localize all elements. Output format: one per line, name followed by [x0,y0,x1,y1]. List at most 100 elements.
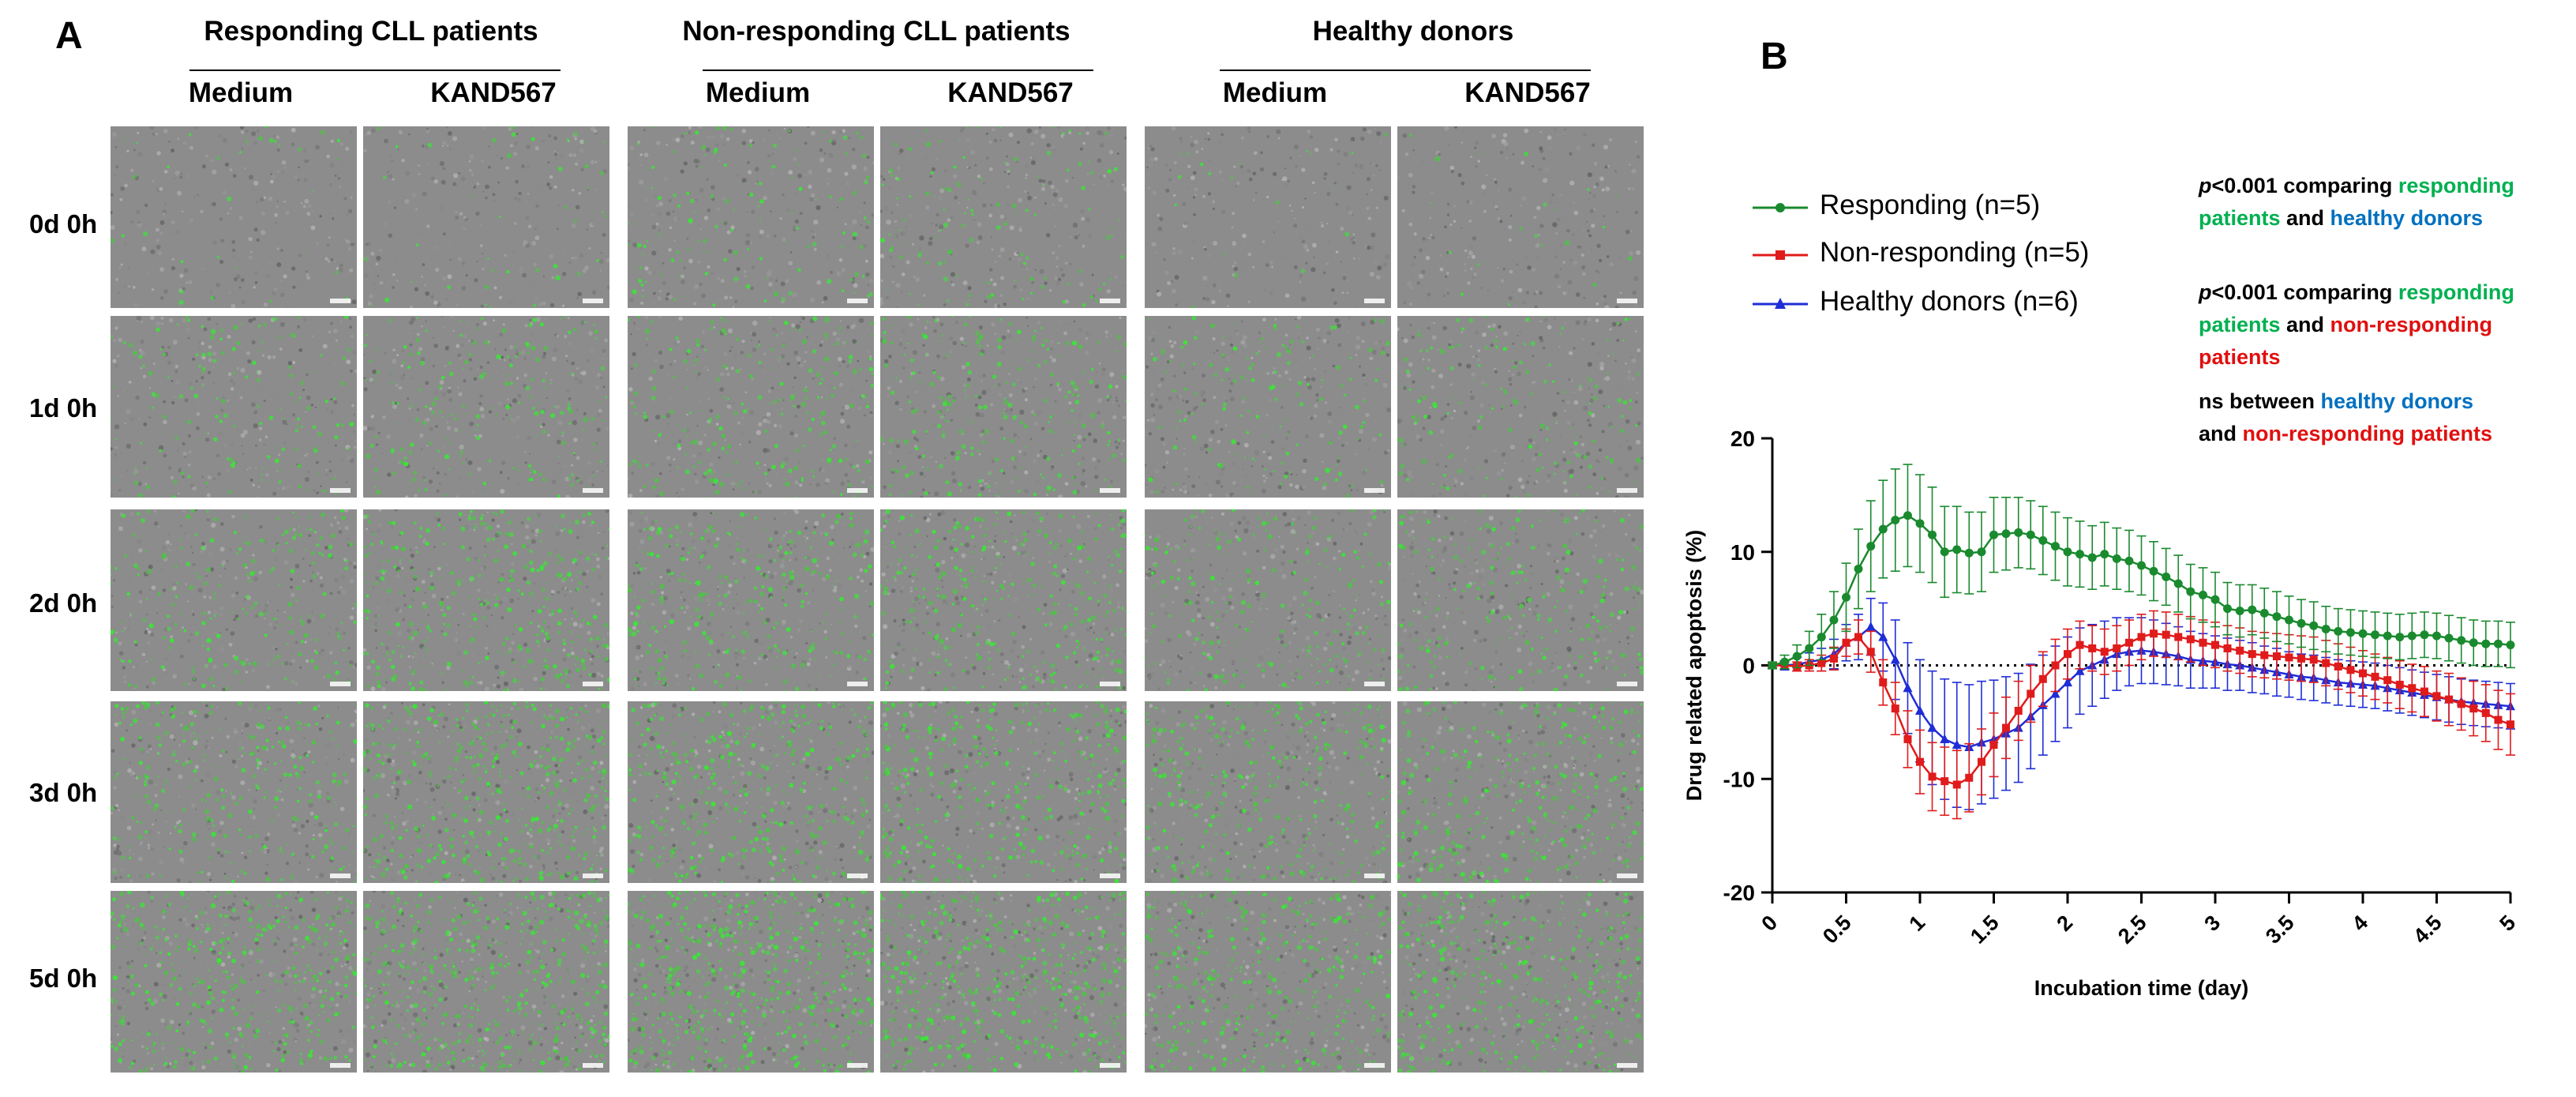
data-point-responding [2223,604,2233,614]
micrograph-healthy-medium-row4 [1145,891,1391,1073]
row-label-5d: 5d 0h [29,964,98,993]
scale-bar [583,1063,603,1068]
data-point-responding [2420,630,2429,640]
stat-text-segment: healthy donors [2320,389,2474,413]
data-point-responding [2259,608,2269,618]
data-point-responding [1940,547,1949,557]
scale-bar [1100,299,1120,303]
data-point-non-responding [2408,684,2417,693]
scale-bar [1364,299,1385,303]
micrograph-healthy-medium-row3 [1145,701,1391,883]
stat-line: p<0.001 comparing responding [2199,276,2570,309]
data-point-non-responding [2236,646,2244,655]
data-point-responding [2321,625,2330,633]
col-head-healthy-kand567: KAND567 [1464,77,1591,108]
data-point-responding [2124,556,2134,565]
data-point-responding [2198,590,2207,599]
micrograph-responding-kand567-row0 [363,126,609,308]
data-point-responding [2001,529,2011,539]
data-point-non-responding [1817,659,1826,667]
scale-bar [1364,873,1385,878]
stat-line: patients and non-responding [2199,309,2570,341]
data-point-non-responding [2297,654,2306,663]
micrograph-nonresponding-medium-row0 [628,126,874,308]
group-title-responding: Responding CLL patients [204,16,538,47]
data-point-responding [1903,511,1912,520]
x-tick-label: 4.5 [2409,911,2447,949]
data-point-healthy [2075,666,2085,675]
data-point-non-responding [2248,650,2256,659]
data-point-non-responding [1977,757,1985,766]
data-point-non-responding [2457,700,2465,708]
data-point-non-responding [1854,633,1863,641]
data-point-non-responding [2494,716,2503,724]
scale-bar [1617,299,1637,303]
data-point-healthy [1927,723,1937,732]
stat-text-segment: healthy donors [2330,206,2484,230]
data-point-non-responding [2272,652,2281,660]
row-label-3d: 3d 0h [29,778,98,807]
data-point-responding [2371,630,2380,640]
micrograph-healthy-kand567-row0 [1397,126,1644,308]
data-point-responding [1989,530,1998,539]
data-point-non-responding [1891,704,1899,713]
x-axis-title: Incubation time (day) [2034,976,2249,1000]
col-head-responding-medium: Medium [188,77,294,108]
stat-line: patients and healthy donors [2199,202,2570,235]
micrograph-healthy-kand567-row4 [1397,891,1644,1073]
stat-text-segment: and [2199,422,2243,445]
row-label-2d: 2d 0h [29,588,98,618]
scale-bar [1617,682,1637,686]
scale-bar [847,873,868,878]
data-point-responding [2506,641,2515,650]
data-point-non-responding [2346,666,2355,674]
stat-text-segment: patients [2199,313,2281,336]
data-point-responding [1928,530,1937,539]
data-point-non-responding [2150,629,2158,638]
stat-text-segment: <0.001 comparing [2211,174,2398,197]
data-point-responding [2026,530,2035,539]
scale-bar [1364,1063,1385,1068]
scale-bar [330,1063,351,1068]
data-point-non-responding [1916,757,1924,766]
micrograph-nonresponding-medium-row3 [628,701,874,883]
scale-bar [583,873,603,878]
stat-text-segment: patients [2199,206,2281,230]
scale-bar [847,488,868,493]
data-point-responding [2334,626,2343,636]
y-tick-label: -20 [1723,881,1755,905]
x-tick-label: 1 [1904,911,1929,936]
data-point-healthy [1890,654,1900,664]
legend-text-non-responding: Non-responding (n=5) [1820,237,2090,268]
legend-text-healthy: Healthy donors (n=6) [1820,286,2079,317]
p-value-symbol: p [2199,174,2212,197]
x-tick-label: 0.5 [1818,911,1856,949]
data-point-healthy [1903,682,1913,693]
col-head-healthy-medium: Medium [1222,77,1328,108]
data-point-non-responding [2137,633,2146,641]
data-point-responding [2112,554,2121,563]
group-rule-healthy [1220,70,1591,71]
data-point-non-responding [2420,687,2428,696]
data-point-non-responding [2113,644,2121,652]
data-point-non-responding [2322,659,2330,667]
data-point-responding [2272,612,2282,622]
scale-bar [1617,488,1637,493]
data-point-non-responding [2162,630,2170,639]
data-point-non-responding [2469,704,2478,713]
data-point-non-responding [2075,641,2084,649]
data-point-non-responding [2064,650,2072,659]
data-point-responding [2235,607,2244,615]
micrograph-nonresponding-kand567-row1 [880,316,1127,498]
data-point-non-responding [2371,672,2379,681]
data-point-non-responding [2124,638,2133,647]
micrograph-responding-medium-row1 [111,316,357,498]
micrograph-nonresponding-medium-row4 [628,891,874,1073]
data-point-responding [1829,615,1839,625]
data-point-healthy [1878,632,1888,641]
data-point-non-responding [2309,656,2318,664]
data-point-non-responding [2285,653,2293,662]
data-point-healthy [1952,739,1962,749]
scale-bar [1364,488,1385,493]
data-point-responding [2345,628,2355,637]
